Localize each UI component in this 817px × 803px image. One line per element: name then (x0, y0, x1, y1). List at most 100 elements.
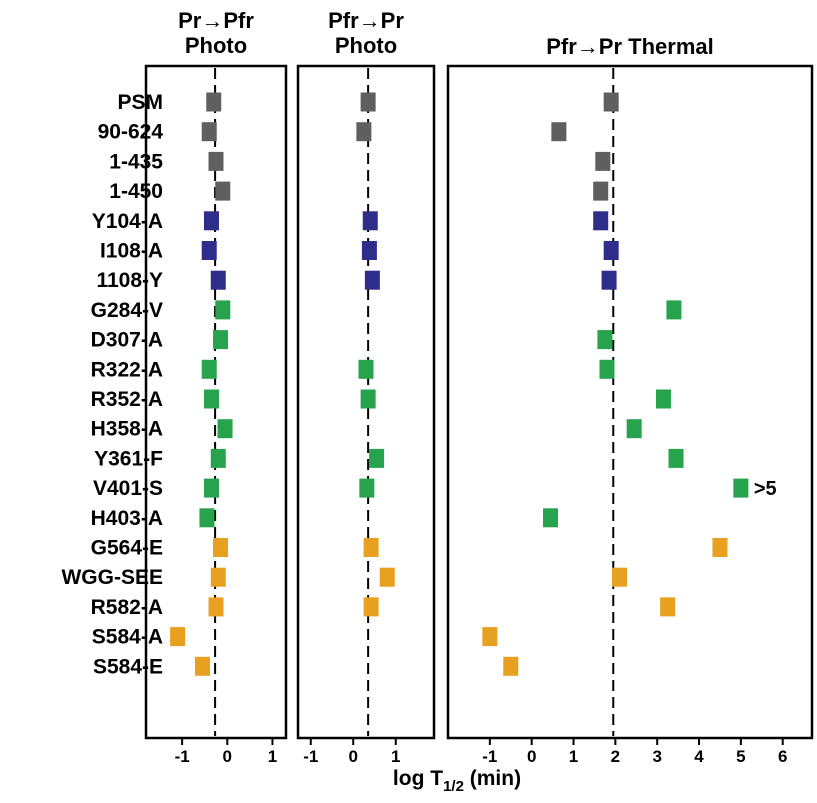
point-pfr-pr-photo-psm (360, 92, 376, 112)
point-pfr-pr-thermal-90-624 (551, 122, 567, 142)
point-pfr-pr-photo-90-624 (356, 122, 372, 142)
point-pr-pfr-photo-r352-a (203, 389, 219, 409)
tick-label-pr-pfr-photo-0: 0 (223, 747, 232, 766)
row-label-h403-a: H403-A (91, 507, 163, 530)
tick-label-pr-pfr-photo-1: 1 (268, 747, 277, 766)
point-pfr-pr-thermal-y361-f (668, 448, 684, 468)
panel-frame-pfr-pr-thermal (446, 64, 814, 740)
reference-lines (214, 68, 615, 736)
point-pfr-pr-photo-r322-a (358, 359, 374, 379)
annotation-v401-s: >5 (754, 478, 777, 500)
point-pr-pfr-photo-g564-e (213, 538, 229, 557)
panel-title-pfr-pr-thermal-line-1: Pfr→Pr Thermal (546, 34, 714, 59)
x-axis-label-main: log T (393, 767, 443, 790)
tick-label-pfr-pr-thermal-4: 4 (694, 747, 704, 766)
row-label-s584-a: S584-A (92, 626, 163, 649)
row-label-y104-a: Y104-A (92, 210, 163, 233)
point-pfr-pr-thermal-h403-a (543, 508, 559, 528)
row-labels: PSM 90-624 1-435 1-450 Y104-A I108-A 1108-Y G28… (61, 91, 163, 678)
point-pr-pfr-photo-s584-e (194, 656, 210, 676)
point-pfr-pr-thermal-s584-e (503, 656, 519, 676)
tick-label-pfr-pr-thermal-5: 5 (736, 747, 745, 766)
x-axis-label: log T1/2 (min) (393, 767, 521, 795)
tick-label-pfr-pr-photo-0: 0 (349, 747, 358, 766)
point-pfr-pr-photo-v401-s (359, 478, 375, 498)
point-pfr-pr-thermal-d307-a (597, 330, 613, 350)
row-label-y361-f: Y361-F (94, 447, 163, 470)
point-pr-pfr-photo-s584-a (170, 627, 186, 647)
tick-label-pfr-pr-photo--1: -1 (303, 747, 318, 766)
point-pr-pfr-photo-r582-a (208, 597, 224, 617)
row-label-h358-a: H358-A (91, 418, 163, 441)
row-label-r582-a: R582-A (91, 596, 163, 619)
point-pfr-pr-thermal-1-450 (593, 181, 609, 201)
point-pfr-pr-thermal-v401-s (733, 478, 749, 498)
row-label-r322-a: R322-A (91, 358, 163, 381)
point-pfr-pr-photo-y104-a (362, 211, 378, 231)
panel-frame-pr-pfr-photo (144, 64, 288, 740)
panel-title-pr-pfr-photo-line-2: Photo (185, 33, 247, 58)
row-label-i108-a: I108-A (100, 240, 163, 263)
point-pfr-pr-thermal-y104-a (593, 211, 609, 231)
point-pr-pfr-photo-psm (206, 92, 222, 112)
tick-label-pr-pfr-photo--1: -1 (175, 747, 190, 766)
tick-label-pfr-pr-thermal-6: 6 (778, 747, 787, 766)
point-pfr-pr-thermal-g564-e (712, 538, 728, 557)
tick-label-pfr-pr-photo-1: 1 (391, 747, 400, 766)
point-pfr-pr-thermal-r352-a (655, 389, 671, 409)
point-pfr-pr-photo-wgg-see (379, 567, 395, 587)
row-label-1108-y: 1108-Y (96, 269, 163, 292)
x-axis-label-subscript: 1/2 (443, 778, 464, 795)
row-label-g564-e: G564-E (91, 537, 163, 560)
tick-label-pfr-pr-thermal--1: -1 (482, 747, 497, 766)
point-pr-pfr-photo-r322-a (201, 359, 217, 379)
row-label-wgg-see: WGG-SEE (61, 566, 163, 589)
panel-title-pr-pfr-photo-line-1: Pr→Pfr (178, 8, 254, 33)
point-pfr-pr-thermal-1-435 (595, 151, 611, 171)
panel-title-pfr-pr-photo-line-2: Photo (335, 33, 397, 58)
point-pr-pfr-photo-y104-a (203, 211, 219, 231)
point-pfr-pr-photo-g564-e (363, 538, 379, 557)
data-points (170, 92, 749, 676)
row-label-s584-e: S584-E (93, 655, 163, 678)
panel-frame-pfr-pr-photo (296, 64, 436, 740)
point-pfr-pr-photo-y361-f (369, 448, 385, 468)
point-pr-pfr-photo-h403-a (199, 508, 215, 528)
tick-label-pfr-pr-thermal-1: 1 (569, 747, 578, 766)
row-label-psm: PSM (117, 91, 163, 114)
x-axis-ticks: -1 0 1 -1 0 1 -1 0 1 2 3 4 5 6 (175, 738, 787, 766)
x-axis-label-unit: (min) (464, 767, 521, 790)
point-pr-pfr-photo-d307-a (213, 330, 229, 350)
row-label-1-435: 1-435 (109, 150, 163, 173)
row-label-g284-v: G284-V (91, 299, 163, 322)
annotations: >5 (754, 478, 777, 500)
point-pfr-pr-thermal-h358-a (626, 419, 642, 439)
tick-label-pfr-pr-thermal-2: 2 (611, 747, 620, 766)
row-label-d307-a: D307-A (91, 329, 163, 352)
panel-frames (144, 64, 814, 740)
point-pfr-pr-thermal-r582-a (660, 597, 676, 617)
point-pfr-pr-thermal-psm (603, 92, 619, 112)
panel-title-pfr-pr-photo-line-1: Pfr→Pr (328, 8, 404, 33)
point-pr-pfr-photo-wgg-see (210, 567, 226, 587)
point-pfr-pr-thermal-s584-a (482, 627, 498, 647)
point-pfr-pr-photo-1108-y (364, 270, 380, 290)
point-pr-pfr-photo-1108-y (210, 270, 226, 290)
row-label-90-624: 90-624 (98, 121, 164, 144)
point-pr-pfr-photo-90-624 (201, 122, 217, 142)
point-pfr-pr-thermal-g284-v (666, 300, 682, 320)
tick-label-pfr-pr-thermal-3: 3 (652, 747, 661, 766)
tick-label-pfr-pr-thermal-0: 0 (527, 747, 536, 766)
row-label-1-450: 1-450 (109, 180, 163, 203)
point-pfr-pr-photo-i108-a (361, 241, 377, 260)
point-pr-pfr-photo-1-435 (208, 151, 224, 171)
point-pr-pfr-photo-g284-v (215, 300, 231, 320)
point-pr-pfr-photo-y361-f (210, 448, 226, 468)
point-pr-pfr-photo-1-450 (215, 181, 231, 201)
point-pfr-pr-thermal-wgg-see (612, 567, 628, 587)
point-pr-pfr-photo-i108-a (201, 241, 217, 260)
point-pfr-pr-photo-r582-a (363, 597, 379, 617)
row-label-v401-s: V401-S (93, 477, 163, 500)
